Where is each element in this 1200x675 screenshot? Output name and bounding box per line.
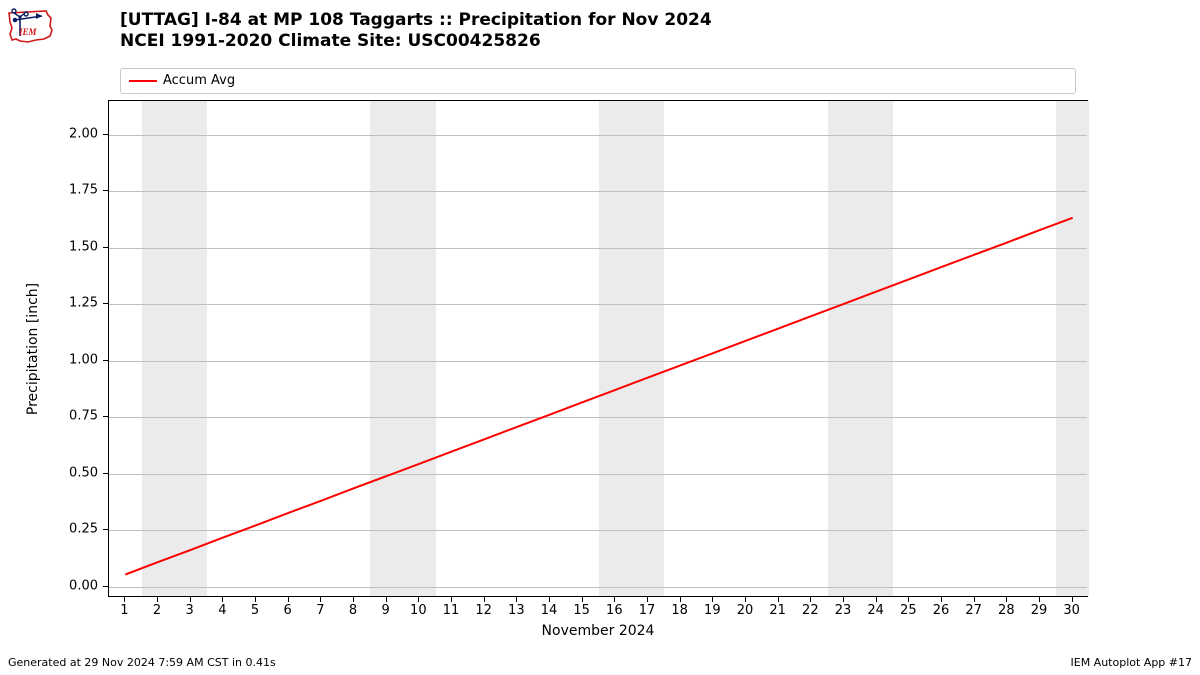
x-tick-label: 18 (671, 603, 688, 618)
x-tick-label: 28 (998, 603, 1015, 618)
x-tick-mark (549, 597, 550, 602)
x-tick-mark (484, 597, 485, 602)
data-series (109, 101, 1089, 598)
x-tick-label: 9 (382, 603, 390, 618)
x-tick-mark (222, 597, 223, 602)
footer-generated: Generated at 29 Nov 2024 7:59 AM CST in … (8, 656, 276, 669)
x-tick-mark (1072, 597, 1073, 602)
x-tick-mark (124, 597, 125, 602)
x-tick-label: 27 (965, 603, 982, 618)
x-axis-label: November 2024 (542, 623, 655, 639)
y-tick-mark (103, 303, 108, 304)
x-tick-label: 19 (704, 603, 721, 618)
y-tick-mark (103, 473, 108, 474)
y-tick-label: 0.25 (48, 522, 98, 537)
x-tick-label: 14 (541, 603, 558, 618)
y-tick-label: 1.50 (48, 239, 98, 254)
x-tick-label: 6 (284, 603, 292, 618)
x-tick-mark (876, 597, 877, 602)
x-tick-label: 3 (186, 603, 194, 618)
x-tick-mark (582, 597, 583, 602)
x-tick-mark (1006, 597, 1007, 602)
x-tick-label: 1 (120, 603, 128, 618)
footer-app: IEM Autoplot App #17 (1071, 656, 1193, 669)
x-tick-label: 17 (639, 603, 656, 618)
y-tick-label: 0.00 (48, 578, 98, 593)
x-tick-mark (418, 597, 419, 602)
chart-title-line2: NCEI 1991-2020 Climate Site: USC00425826 (120, 31, 712, 52)
y-tick-label: 1.25 (48, 296, 98, 311)
x-tick-label: 5 (251, 603, 259, 618)
x-tick-label: 24 (867, 603, 884, 618)
x-tick-label: 20 (737, 603, 754, 618)
x-tick-label: 7 (316, 603, 324, 618)
x-tick-label: 23 (835, 603, 852, 618)
x-tick-label: 21 (769, 603, 786, 618)
chart-legend: Accum Avg (120, 68, 1076, 94)
x-tick-label: 15 (573, 603, 590, 618)
x-tick-mark (843, 597, 844, 602)
x-tick-mark (974, 597, 975, 602)
y-tick-mark (103, 134, 108, 135)
x-tick-label: 22 (802, 603, 819, 618)
y-tick-label: 1.00 (48, 352, 98, 367)
x-tick-mark (516, 597, 517, 602)
iem-logo-icon: IEM (6, 6, 56, 46)
y-tick-mark (103, 586, 108, 587)
x-tick-mark (1039, 597, 1040, 602)
x-tick-mark (353, 597, 354, 602)
chart-plot-area (108, 100, 1088, 597)
x-tick-mark (386, 597, 387, 602)
x-tick-label: 16 (606, 603, 623, 618)
x-tick-mark (778, 597, 779, 602)
x-tick-label: 10 (410, 603, 427, 618)
x-tick-mark (320, 597, 321, 602)
chart-title-line1: [UTTAG] I-84 at MP 108 Taggarts :: Preci… (120, 10, 712, 31)
legend-entry: Accum Avg (129, 73, 1067, 88)
x-tick-mark (288, 597, 289, 602)
chart-title: [UTTAG] I-84 at MP 108 Taggarts :: Preci… (120, 10, 712, 53)
y-tick-label: 0.75 (48, 409, 98, 424)
x-tick-label: 30 (1063, 603, 1080, 618)
x-tick-label: 11 (443, 603, 460, 618)
x-tick-label: 29 (1031, 603, 1048, 618)
x-tick-mark (451, 597, 452, 602)
x-tick-label: 4 (218, 603, 226, 618)
y-tick-label: 2.00 (48, 126, 98, 141)
y-tick-mark (103, 360, 108, 361)
y-axis-label: Precipitation [inch] (25, 282, 41, 414)
x-tick-mark (157, 597, 158, 602)
x-tick-mark (941, 597, 942, 602)
x-tick-mark (745, 597, 746, 602)
legend-label: Accum Avg (163, 73, 235, 88)
x-tick-label: 26 (933, 603, 950, 618)
x-tick-label: 8 (349, 603, 357, 618)
x-tick-mark (190, 597, 191, 602)
y-tick-mark (103, 247, 108, 248)
x-tick-label: 12 (475, 603, 492, 618)
y-tick-mark (103, 416, 108, 417)
x-tick-mark (712, 597, 713, 602)
x-tick-mark (614, 597, 615, 602)
x-tick-mark (810, 597, 811, 602)
x-tick-mark (255, 597, 256, 602)
x-tick-mark (908, 597, 909, 602)
x-tick-label: 13 (508, 603, 525, 618)
legend-line-swatch (129, 80, 157, 82)
x-tick-mark (680, 597, 681, 602)
y-tick-mark (103, 190, 108, 191)
svg-text:IEM: IEM (18, 27, 38, 37)
x-tick-mark (647, 597, 648, 602)
y-tick-label: 1.75 (48, 183, 98, 198)
y-tick-label: 0.50 (48, 465, 98, 480)
y-tick-mark (103, 529, 108, 530)
x-tick-label: 25 (900, 603, 917, 618)
x-tick-label: 2 (153, 603, 161, 618)
